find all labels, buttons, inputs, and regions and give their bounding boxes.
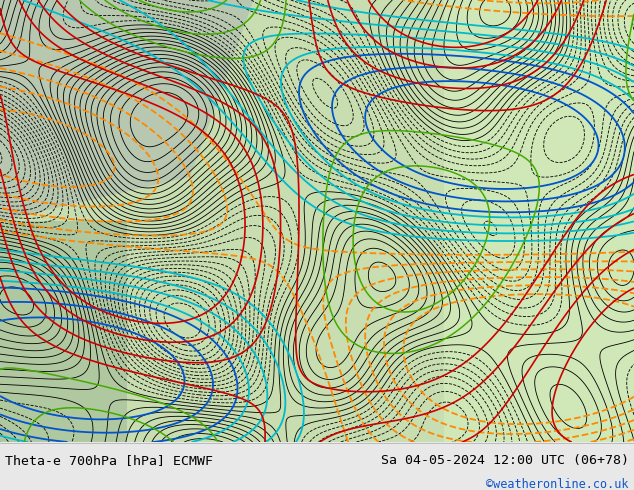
- Text: ©weatheronline.co.uk: ©weatheronline.co.uk: [486, 478, 629, 490]
- Polygon shape: [0, 221, 127, 442]
- Text: Sa 04-05-2024 12:00 UTC (06+78): Sa 04-05-2024 12:00 UTC (06+78): [381, 454, 629, 467]
- Text: Theta-e 700hPa [hPa] ECMWF: Theta-e 700hPa [hPa] ECMWF: [5, 454, 213, 467]
- Polygon shape: [444, 0, 634, 442]
- Polygon shape: [0, 0, 254, 221]
